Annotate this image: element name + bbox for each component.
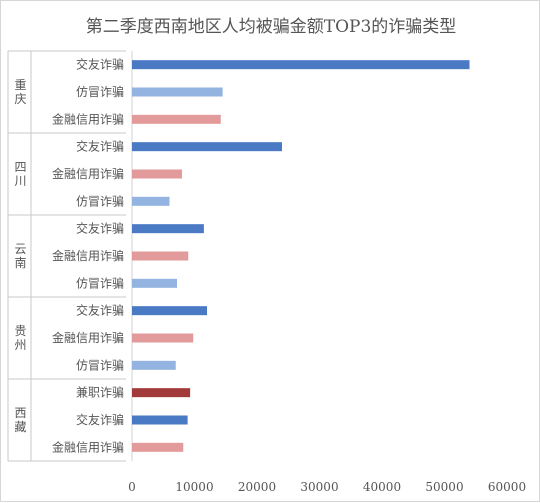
category-label: 金融信用诈骗 [52, 439, 124, 454]
category-label: 交友诈骗 [76, 139, 124, 154]
category-label: 金融信用诈骗 [52, 166, 124, 181]
chart-title: 第二季度西南地区人均被骗金额TOP3的诈骗类型 [86, 17, 457, 37]
x-tick-label: 30000 [300, 480, 338, 494]
bar [132, 278, 177, 288]
bar [132, 114, 221, 124]
category-label: 交友诈骗 [76, 221, 124, 236]
category-label: 交友诈骗 [76, 412, 124, 427]
group-label-0: 重庆 [14, 78, 26, 106]
category-label: 仿冒诈骗 [76, 357, 124, 372]
x-tick-label: 50000 [425, 480, 463, 494]
bar [132, 333, 194, 343]
bar [132, 224, 204, 234]
x-tick-label: 60000 [488, 480, 526, 494]
bar [132, 415, 188, 425]
group-label-2: 云南 [14, 242, 26, 270]
category-label: 仿冒诈骗 [76, 193, 124, 208]
category-label: 交友诈骗 [76, 57, 124, 72]
category-label: 交友诈骗 [76, 303, 124, 318]
bar [132, 442, 184, 452]
category-label: 金融信用诈骗 [52, 330, 124, 345]
group-label-1: 四川 [14, 160, 26, 188]
x-tick-label: 0 [128, 480, 136, 494]
category-label: 仿冒诈骗 [76, 275, 124, 290]
bar [132, 360, 176, 370]
bar [132, 306, 207, 316]
bar [132, 196, 170, 206]
bar [132, 60, 470, 70]
bar [132, 169, 182, 179]
x-tick-label: 40000 [363, 480, 401, 494]
group-label-3: 贵州 [14, 324, 26, 352]
category-label: 金融信用诈骗 [52, 248, 124, 263]
group-label-4: 西藏 [14, 406, 26, 434]
x-tick-label: 10000 [175, 480, 213, 494]
bar [132, 251, 189, 261]
bar [132, 388, 191, 398]
bar [132, 87, 223, 97]
category-label: 金融信用诈骗 [52, 111, 124, 126]
category-label: 仿冒诈骗 [76, 84, 124, 99]
x-tick-label: 20000 [238, 480, 276, 494]
category-label: 兼职诈骗 [76, 385, 124, 400]
bar [132, 142, 282, 152]
